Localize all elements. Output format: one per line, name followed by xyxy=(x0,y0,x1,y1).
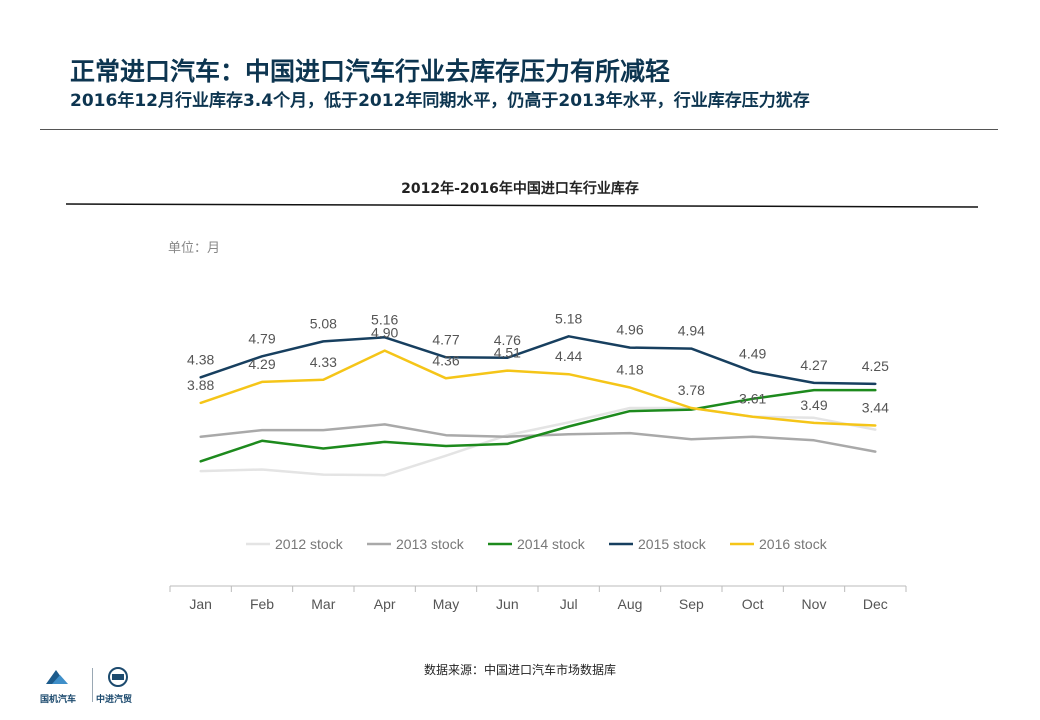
cniec-logo-icon xyxy=(108,667,128,687)
data-label: 3.44 xyxy=(862,399,889,415)
data-label: 4.77 xyxy=(432,331,459,347)
data-label: 4.29 xyxy=(248,356,275,372)
logo-text-sinomach: 国机汽车 xyxy=(40,695,77,705)
data-label: 5.16 xyxy=(371,311,398,327)
data-label: 4.25 xyxy=(862,358,889,374)
x-tick-label: Mar xyxy=(311,596,335,612)
data-label: 3.78 xyxy=(678,382,705,398)
logo-text-cniec: 中进汽贸 xyxy=(96,695,133,705)
chart-title-divider xyxy=(65,203,979,208)
data-labels: 4.38 4.79 5.08 5.16 4.77 4.76 5.18 4.96 4.94 4.49… xyxy=(187,310,889,415)
data-label: 3.49 xyxy=(800,397,827,413)
data-label: 3.88 xyxy=(187,377,214,393)
x-tick-label: Jul xyxy=(560,596,578,612)
sinomach-logo-icon xyxy=(46,670,68,684)
data-label: 4.51 xyxy=(494,345,521,361)
x-axis: Jan Feb Mar Apr May Jun Jul Aug Sep Oct Nov Dec xyxy=(169,585,907,612)
legend: 2012 stock 2013 stock 2014 stock 2015 stock… xyxy=(246,536,828,552)
data-label: 3.61 xyxy=(739,391,766,407)
series-line-2014-stock xyxy=(199,388,877,463)
legend-label: 2016 stock xyxy=(759,536,828,552)
chart-title: 2012年-2016年中国进口车行业库存 xyxy=(401,181,639,197)
data-source-note: 数据来源：中国进口汽车市场数据库 xyxy=(423,663,616,677)
x-tick-label: Dec xyxy=(863,596,888,612)
x-tick-label: Sep xyxy=(679,596,704,612)
data-label: 4.36 xyxy=(432,352,459,368)
data-label: 5.08 xyxy=(310,315,337,331)
data-label: 4.33 xyxy=(310,354,337,370)
x-tick-label: May xyxy=(433,596,459,612)
legend-label: 2012 stock xyxy=(275,536,344,552)
x-tick-label: Nov xyxy=(802,596,827,612)
legend-label: 2013 stock xyxy=(396,536,465,552)
x-tick-label: Aug xyxy=(618,596,643,612)
header-divider xyxy=(40,129,998,130)
footer-logos: 国机汽车 中进汽贸 xyxy=(40,666,150,706)
legend-label: 2014 stock xyxy=(517,536,586,552)
data-label: 4.44 xyxy=(555,348,582,364)
unit-label: 单位：月 xyxy=(168,241,221,256)
x-tick-label: Jan xyxy=(189,596,212,612)
x-tick-label: Oct xyxy=(742,596,764,612)
logo-icons xyxy=(46,667,128,687)
x-tick-label: Feb xyxy=(250,596,274,612)
series-line-2016-stock xyxy=(199,349,877,427)
x-tick-label: Jun xyxy=(496,596,519,612)
legend-label: 2015 stock xyxy=(638,536,707,552)
data-label: 4.27 xyxy=(800,357,827,373)
series-lines xyxy=(199,335,877,477)
data-label: 4.90 xyxy=(371,325,398,341)
page-title: 正常进口汽车：中国进口汽车行业去库存压力有所减轻 xyxy=(70,57,671,86)
data-label: 4.38 xyxy=(187,351,214,367)
logo-divider xyxy=(92,668,93,702)
data-label: 4.49 xyxy=(739,346,766,362)
page-subtitle: 2016年12月行业库存3.4个月，低于2012年同期水平，仍高于2013年水平… xyxy=(70,91,810,111)
data-label: 4.94 xyxy=(678,323,705,339)
data-label: 4.79 xyxy=(248,330,275,346)
x-tick-label: Apr xyxy=(374,596,396,612)
data-label: 4.18 xyxy=(616,362,643,378)
data-label: 5.18 xyxy=(555,310,582,326)
data-label: 4.96 xyxy=(616,322,643,338)
data-label: 4.76 xyxy=(494,332,521,348)
series-line-2015-stock xyxy=(199,335,877,386)
